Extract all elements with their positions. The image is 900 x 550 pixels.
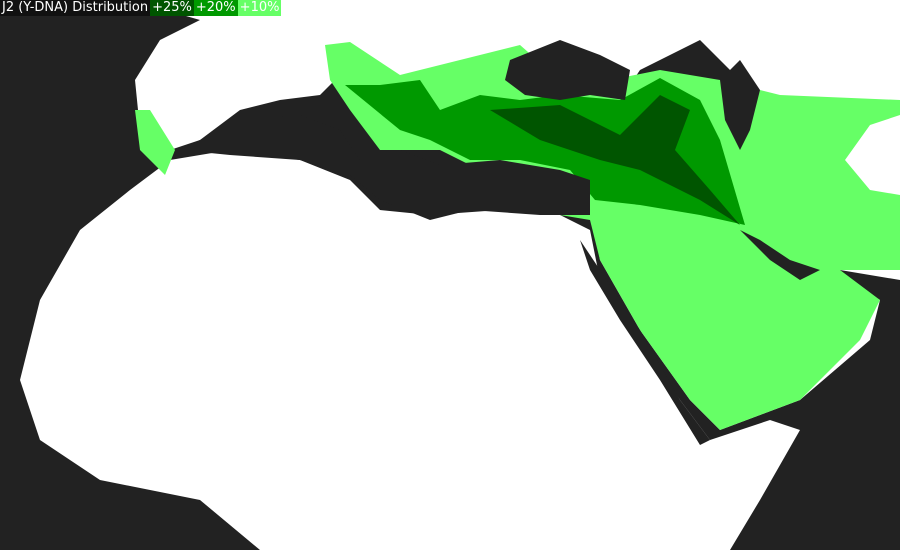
persian-gulf <box>740 230 820 280</box>
mediterranean-sea <box>180 115 590 220</box>
black-sea <box>505 40 630 100</box>
africa-land <box>20 150 800 550</box>
legend-item-10: +10% <box>237 0 282 16</box>
legend-title: J2 (Y-DNA) Distribution <box>0 0 151 16</box>
zone-25 <box>490 95 740 225</box>
zone-10-iberia <box>135 110 175 175</box>
caspian-sea <box>720 60 760 150</box>
legend-item-25: +25% <box>150 0 194 16</box>
europe-land <box>130 0 900 150</box>
legend: J2 (Y-DNA) Distribution +25% +20% +10% <box>0 0 282 16</box>
legend-item-20: +20% <box>193 0 238 16</box>
caspian-white-area <box>845 115 900 195</box>
red-sea <box>580 240 710 445</box>
